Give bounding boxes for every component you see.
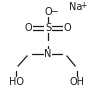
Text: −: − [50, 6, 57, 16]
Text: N: N [44, 49, 52, 59]
Text: OH: OH [69, 77, 84, 87]
Text: O: O [44, 7, 52, 17]
Text: HO: HO [9, 77, 24, 87]
Text: Na: Na [69, 2, 82, 12]
Text: S: S [45, 23, 51, 33]
Text: O: O [25, 23, 33, 33]
Text: O: O [63, 23, 71, 33]
Text: +: + [80, 2, 86, 10]
